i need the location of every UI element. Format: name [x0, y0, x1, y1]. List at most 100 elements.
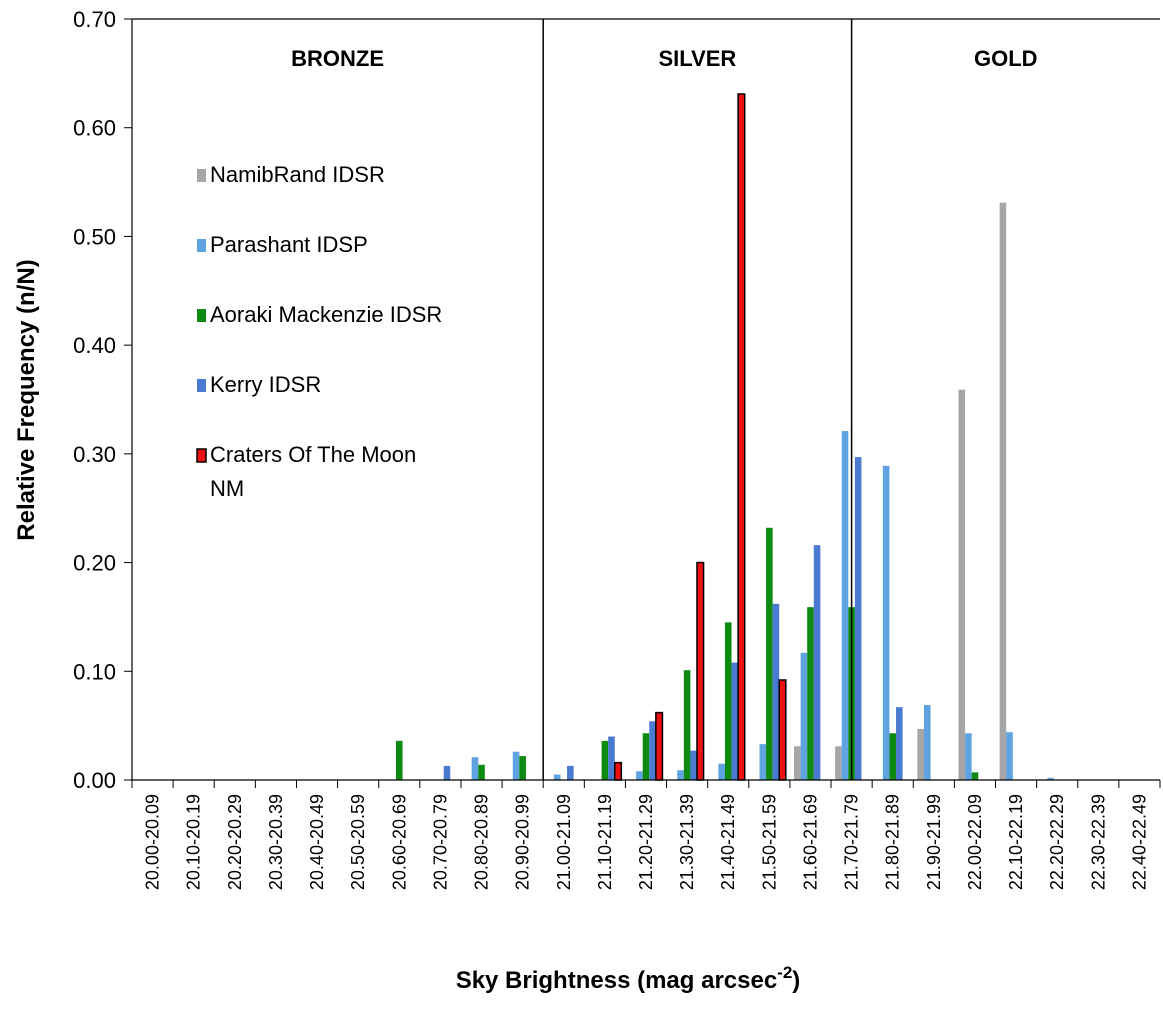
bar [696, 561, 705, 781]
x-tick-label: 20.40-20.49 [307, 794, 327, 890]
x-tick-label: 21.30-21.39 [677, 794, 697, 890]
legend-label: Parashant IDSP [210, 232, 368, 257]
bar [614, 761, 623, 781]
bar [395, 740, 403, 780]
x-tick-label: 22.40-22.49 [1129, 794, 1149, 890]
bar [731, 662, 739, 780]
region-label: GOLD [974, 46, 1038, 71]
x-tick-label: 21.80-21.89 [883, 794, 903, 890]
bar [854, 457, 862, 780]
bar [642, 733, 650, 780]
bar [471, 757, 479, 780]
bar [896, 707, 903, 780]
x-tick-label: 20.50-20.59 [348, 794, 368, 890]
x-tick-label: 22.10-22.19 [1006, 794, 1026, 890]
region-label: SILVER [658, 46, 736, 71]
x-tick-label: 21.20-21.29 [636, 794, 656, 890]
bar [443, 765, 451, 780]
x-tick-label: 21.10-21.19 [595, 794, 615, 890]
bar [971, 772, 979, 780]
bar [655, 711, 664, 781]
legend-swatch [197, 239, 206, 252]
y-tick-label: 0.50 [73, 224, 116, 249]
bar [889, 733, 897, 780]
y-tick-label: 0.20 [73, 551, 116, 576]
bars-layer [395, 93, 1054, 781]
bar [519, 756, 526, 780]
bar [1047, 777, 1054, 780]
bar [841, 431, 849, 780]
bar [553, 774, 561, 780]
x-axis-title-superscript: -2 [777, 963, 792, 982]
bar [917, 728, 924, 780]
x-tick-label: 20.00-20.09 [143, 794, 163, 890]
legend-swatch [197, 379, 206, 392]
y-tick-label: 0.30 [73, 442, 116, 467]
x-tick-label: 20.60-20.69 [389, 794, 409, 890]
x-tick-label: 20.20-20.29 [225, 794, 245, 890]
legend-swatch [197, 309, 206, 322]
x-tick-label: 20.90-20.99 [513, 794, 533, 890]
bar [923, 704, 931, 780]
legend-label: Kerry IDSR [210, 372, 321, 397]
x-tick-label: 21.50-21.59 [759, 794, 779, 890]
bar [512, 751, 520, 780]
bar [813, 545, 821, 780]
x-tick-label: 22.20-22.29 [1047, 794, 1067, 890]
x-tick-label: 21.70-21.79 [842, 794, 862, 890]
bar [999, 202, 1007, 781]
bar [835, 746, 842, 780]
ticks-layer: 0.00 0.10 0.20 0.30 0.40 0.50 0.60 0.70 20.00-20… [73, 7, 1161, 890]
legend-label: NamibRand IDSR [210, 162, 385, 187]
legend-label: Aoraki Mackenzie IDSR [210, 302, 442, 327]
bar [690, 750, 697, 780]
y-axis-title: Relative Frequency (n/N) [13, 259, 40, 540]
bar [478, 764, 485, 780]
legend-label: NM [210, 476, 244, 501]
bar [677, 770, 684, 780]
bar [766, 527, 773, 780]
y-tick-label: 0.60 [73, 116, 116, 141]
y-tick-label: 0.10 [73, 659, 116, 684]
bar [772, 603, 780, 780]
bar [882, 465, 890, 780]
axes-layer [131, 18, 1160, 781]
x-tick-label: 20.30-20.39 [266, 794, 286, 890]
x-tick-label: 22.00-22.09 [965, 794, 985, 890]
x-tick-label: 22.30-22.39 [1088, 794, 1108, 890]
bar [683, 670, 691, 780]
bar [649, 721, 656, 780]
x-tick-label: 21.90-21.99 [924, 794, 944, 890]
x-axis-title: Sky Brightness (mag arcsec-2) [456, 963, 801, 994]
legend-label: Craters Of The Moon [210, 442, 416, 467]
y-tick-label: 0.70 [73, 7, 116, 32]
x-tick-label: 20.80-20.89 [472, 794, 492, 890]
x-tick-label: 21.40-21.49 [718, 794, 738, 890]
bar [759, 744, 767, 780]
bar [737, 93, 746, 781]
bar [800, 652, 808, 780]
y-tick-label: 0.00 [73, 768, 116, 793]
regions-layer: BRONZE SILVER GOLD [291, 19, 1038, 780]
legend: NamibRand IDSR Parashant IDSP Aoraki Macke… [196, 162, 442, 501]
x-tick-label: 20.70-20.79 [430, 794, 450, 890]
bar [965, 733, 972, 780]
legend-swatch [196, 448, 207, 463]
bar [608, 736, 615, 780]
bar [601, 740, 609, 780]
bar [1006, 732, 1013, 780]
x-tick-label: 21.00-21.09 [554, 794, 574, 890]
bar [567, 765, 574, 780]
x-tick-label: 21.60-21.69 [800, 794, 820, 890]
x-axis-title-main: Sky Brightness (mag arcsec [456, 967, 777, 994]
bar [794, 746, 801, 780]
legend-swatch [197, 169, 206, 182]
bar [807, 607, 814, 780]
y-tick-label: 0.40 [73, 333, 116, 358]
bar [718, 763, 725, 780]
x-tick-label: 20.10-20.19 [184, 794, 204, 890]
bar [778, 679, 787, 781]
bar [958, 389, 966, 780]
